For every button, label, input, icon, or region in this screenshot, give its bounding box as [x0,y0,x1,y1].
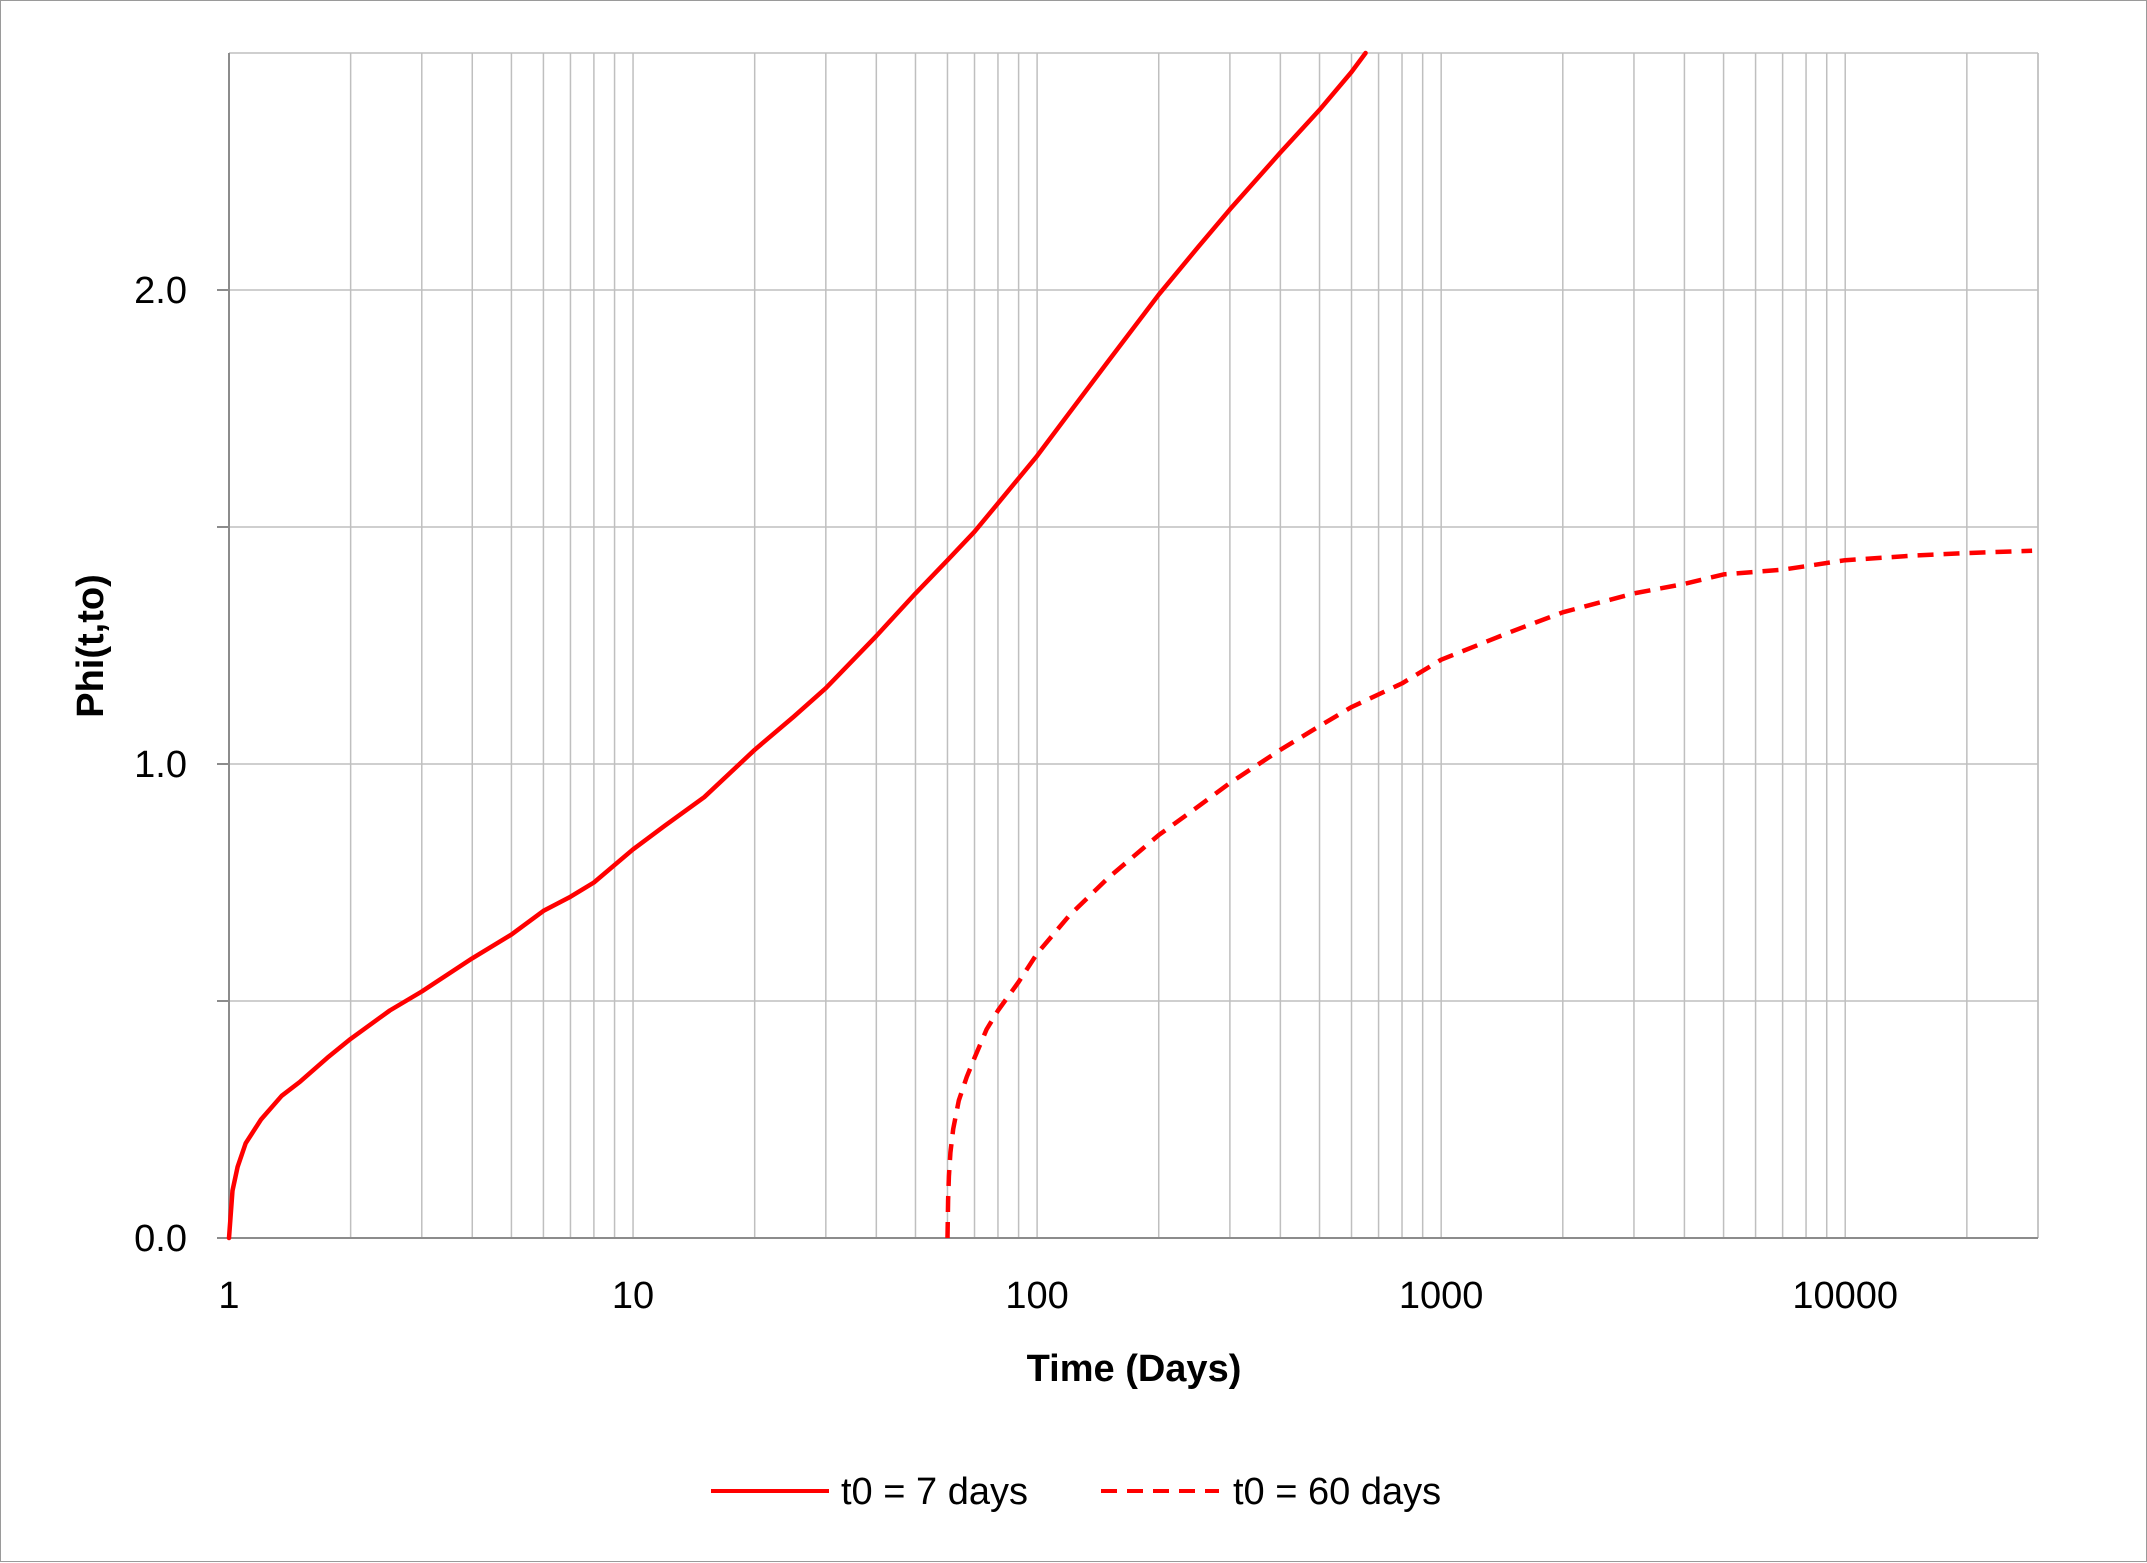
y-tick-label: 1.0 [134,744,187,786]
gridlines [229,52,2039,1238]
y-axis-title: Phi(t,to) [70,574,112,718]
y-tick-labels: 0.0 1.0 2.0 [134,270,187,1260]
y-tick-label: 2.0 [134,270,187,312]
x-tick-label: 10 [612,1275,654,1317]
y-tick-label: 0.0 [134,1218,187,1260]
series-lines [226,50,2033,1241]
x-tick-label: 10000 [1792,1275,1898,1317]
axes [217,53,2038,1239]
series-line-t0-60 [945,548,2033,1239]
x-axis-title: Time (Days) [1027,1348,1242,1390]
x-tick-labels: 1 10 100 1000 10000 [218,1275,1898,1317]
series-line-t0-7 [226,50,1368,1241]
legend-label-t0-60: t0 = 60 days [1233,1471,1441,1513]
x-tick-label: 1 [218,1275,239,1317]
legend: t0 = 7 days t0 = 60 days [711,1471,1441,1513]
x-tick-label: 100 [1005,1275,1068,1317]
legend-label-t0-7: t0 = 7 days [841,1471,1028,1513]
x-tick-label: 1000 [1399,1275,1484,1317]
